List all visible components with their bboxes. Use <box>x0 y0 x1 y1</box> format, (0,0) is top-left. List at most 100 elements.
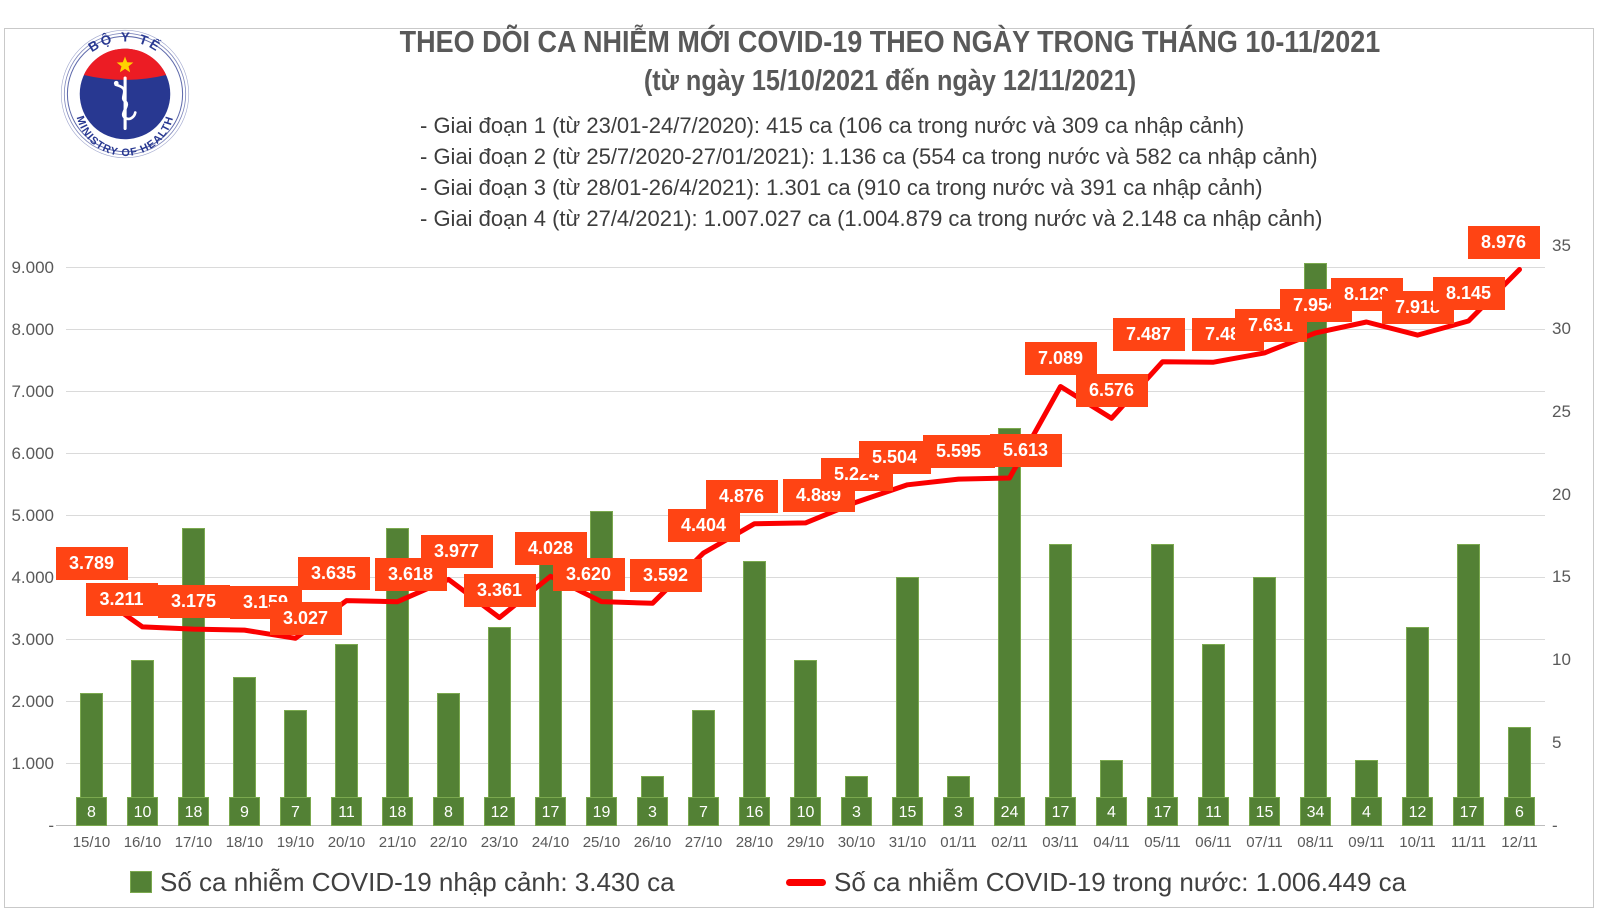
line-label-03/11: 7.089 <box>1024 342 1097 376</box>
bar-label-22/10: 8 <box>433 797 464 826</box>
right-tick-25: 25 <box>1552 401 1571 421</box>
left-tick-4.000: 4.000 <box>11 568 54 587</box>
date-label-16/10: 16/10 <box>123 834 162 851</box>
date-label-06/11: 06/11 <box>1195 834 1232 851</box>
red-line-swatch-icon <box>786 878 826 886</box>
gridline-6000 <box>66 453 1545 454</box>
line-label-25/10: 3.620 <box>552 557 625 591</box>
date-label-05/11: 05/11 <box>1144 834 1181 851</box>
date-label-23/10: 23/10 <box>480 834 519 851</box>
bar-label-30/10: 3 <box>841 797 872 826</box>
gridline-8000 <box>66 329 1545 330</box>
date-label-09/11: 09/11 <box>1348 834 1385 851</box>
chart-header: THEO DÕI CA NHIỄM MỚI COVID-19 THEO NGÀY… <box>281 22 1499 100</box>
bar-label-02/11: 24 <box>994 797 1025 826</box>
bar-label-05/11: 17 <box>1147 797 1178 826</box>
stage-1-line: - Giai đoạn 1 (từ 23/01-24/7/2020): 415 … <box>420 113 1245 138</box>
logo-ring-inner <box>60 29 190 159</box>
line-label-11/11: 8.145 <box>1432 277 1505 311</box>
bar-label-28/10: 16 <box>739 797 770 826</box>
date-label-15/10: 15/10 <box>72 834 111 851</box>
left-tick-1.000: 1.000 <box>11 754 54 773</box>
chart-subtitle: (từ ngày 15/10/2021 đến ngày 12/11/2021) <box>643 65 1137 97</box>
chart-title: THEO DÕI CA NHIỄM MỚI COVID-19 THEO NGÀY… <box>399 24 1381 59</box>
right-tick-5: 5 <box>1552 733 1562 753</box>
line-label-28/10: 4.876 <box>705 479 778 513</box>
green-bar-swatch-icon <box>130 871 152 893</box>
line-label-19/10: 3.027 <box>269 602 342 636</box>
line-label-24/10: 4.028 <box>514 532 587 566</box>
date-label-10/11: 10/11 <box>1399 834 1436 851</box>
line-label-23/10: 3.361 <box>463 573 536 607</box>
bar-label-23/10: 12 <box>484 797 515 826</box>
line-label-31/10: 5.504 <box>858 440 931 474</box>
right-tick-15: 15 <box>1552 567 1571 587</box>
date-label-02/11: 02/11 <box>991 834 1028 851</box>
date-label-08/11: 08/11 <box>1297 834 1334 851</box>
stage-3-line: - Giai đoạn 3 (từ 28/01-26/4/2021): 1.30… <box>420 175 1263 200</box>
date-label-30/10: 30/10 <box>837 834 876 851</box>
line-label-26/10: 3.592 <box>629 559 702 593</box>
left-tick-3.000: 3.000 <box>11 630 54 649</box>
left-tick-9.000: 9.000 <box>11 258 54 277</box>
date-label-03/11: 03/11 <box>1042 834 1079 851</box>
logo-ring-outer <box>66 35 184 153</box>
bar-label-16/10: 10 <box>127 797 158 826</box>
bar-label-04/11: 4 <box>1096 797 1127 826</box>
line-label-22/10: 3.977 <box>420 535 493 569</box>
right-tick--: - <box>1552 816 1558 835</box>
left-tick-8.000: 8.000 <box>11 320 54 339</box>
date-label-18/10: 18/10 <box>225 834 264 851</box>
date-label-12/11: 12/11 <box>1501 834 1538 851</box>
bar-label-18/10: 9 <box>229 797 260 826</box>
left-y-axis: 9.000 8.000 7.000 6.000 5.000 4.000 3.000 2.000… <box>0 243 58 835</box>
bar-label-19/10: 7 <box>280 797 311 826</box>
bar-label-11/11: 17 <box>1453 797 1484 826</box>
line-label-17/10: 3.175 <box>157 585 230 619</box>
right-tick-20: 20 <box>1552 484 1571 504</box>
right-tick-30: 30 <box>1552 318 1571 338</box>
bar-label-10/11: 12 <box>1402 797 1433 826</box>
left-tick-2.000: 2.000 <box>11 692 54 711</box>
line-label-04/11: 6.576 <box>1075 374 1148 408</box>
date-label-28/10: 28/10 <box>735 834 774 851</box>
left-tick--: - <box>48 816 54 835</box>
date-label-29/10: 29/10 <box>786 834 825 851</box>
legend-item-domestic: Số ca nhiễm COVID-19 trong nước: 1.006.4… <box>786 862 1406 902</box>
line-label-20/10: 3.635 <box>297 556 370 590</box>
date-label-11/11: 11/11 <box>1450 834 1487 851</box>
bar-label-17/10: 18 <box>178 797 209 826</box>
date-label-20/10: 20/10 <box>327 834 366 851</box>
date-label-07/11: 07/11 <box>1246 834 1283 851</box>
legend-label-imported: Số ca nhiễm COVID-19 nhập cảnh: 3.430 ca <box>160 866 675 897</box>
date-label-31/10: 31/10 <box>888 834 927 851</box>
legend-item-imported: Số ca nhiễm COVID-19 nhập cảnh: 3.430 ca <box>130 862 675 902</box>
bar-label-25/10: 19 <box>586 797 617 826</box>
bar-label-21/10: 18 <box>382 797 413 826</box>
bar-label-09/11: 4 <box>1351 797 1382 826</box>
bar-label-15/10: 8 <box>76 797 107 826</box>
date-label-22/10: 22/10 <box>429 834 468 851</box>
bar-label-29/10: 10 <box>790 797 821 826</box>
right-tick-35: 35 <box>1552 236 1571 256</box>
bar-label-26/10: 3 <box>637 797 668 826</box>
gridline-5000 <box>66 515 1545 516</box>
date-label-25/10: 25/10 <box>582 834 621 851</box>
plot-area: 8 10 18 9 7 11 18 8 12 17 19 3 7 16 10 3 15 3 24 17 4 17 11 15 3… <box>55 225 1545 826</box>
bar-label-03/11: 17 <box>1045 797 1076 826</box>
bar-label-27/10: 7 <box>688 797 719 826</box>
right-tick-10: 10 <box>1552 650 1571 670</box>
date-label-26/10: 26/10 <box>633 834 672 851</box>
stage-4-line: - Giai đoạn 4 (từ 27/4/2021): 1.007.027 … <box>420 206 1323 231</box>
bar-label-31/10: 15 <box>892 797 923 826</box>
line-label-12/11: 8.976 <box>1467 225 1540 259</box>
stage-2-line: - Giai đoạn 2 (từ 25/7/2020-27/01/2021):… <box>420 144 1318 169</box>
logo-snake-icon <box>114 83 137 121</box>
line-label-27/10: 4.404 <box>667 508 740 542</box>
line-label-01/11: 5.595 <box>922 435 995 469</box>
bar-label-06/11: 11 <box>1198 797 1229 826</box>
left-tick-7.000: 7.000 <box>11 382 54 401</box>
line-label-05/11: 7.487 <box>1112 317 1185 351</box>
left-tick-6.000: 6.000 <box>11 444 54 463</box>
date-label-27/10: 27/10 <box>684 834 723 851</box>
